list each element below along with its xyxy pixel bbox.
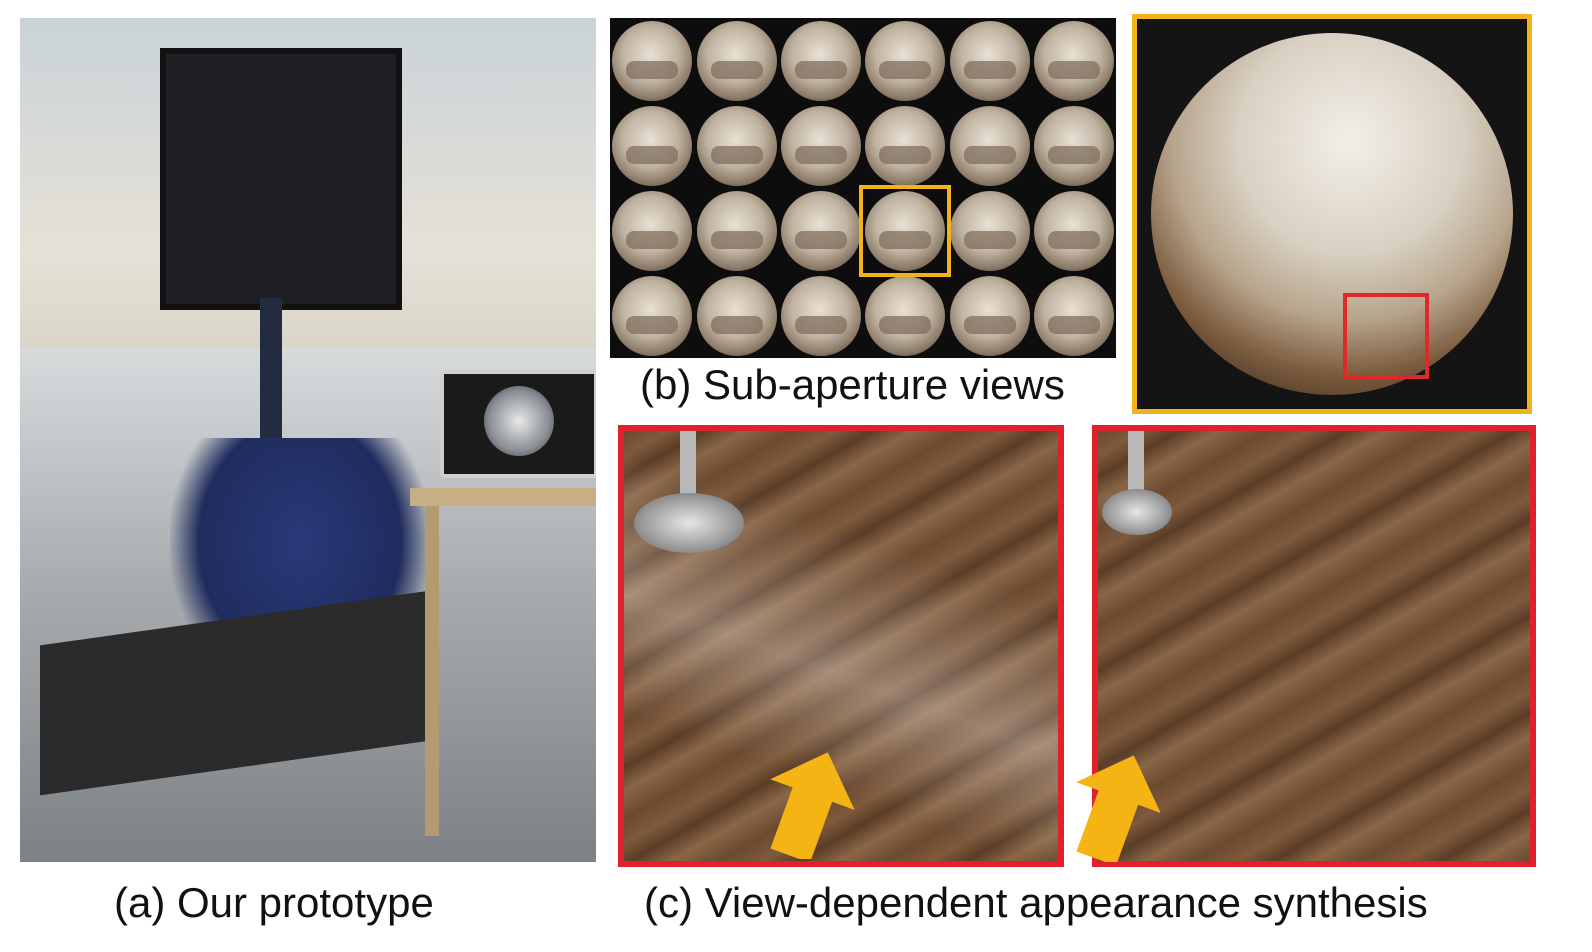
sub-aperture-view [1033,20,1114,101]
sub-aperture-view [949,275,1030,356]
sub-aperture-view [612,105,693,186]
floor-crop-right [1092,425,1536,867]
sub-aperture-view [612,275,693,356]
selected-view-highlight [859,184,952,277]
sub-aperture-view [1033,275,1114,356]
prototype-photo [20,18,596,862]
sub-aperture-view [696,20,777,101]
sub-aperture-view [1033,105,1114,186]
sub-aperture-view [949,190,1030,271]
sub-aperture-view [1033,190,1114,271]
sub-aperture-view [612,190,693,271]
fisheye-lens-image [1151,33,1513,395]
sub-aperture-grid [610,18,1116,358]
sub-aperture-view [696,190,777,271]
sub-aperture-view [865,190,946,271]
table-top [410,488,596,506]
stool-base [1102,489,1172,535]
sub-aperture-view [865,275,946,356]
fisheye-view [1132,14,1532,414]
sub-aperture-view [865,20,946,101]
sub-aperture-view [780,275,861,356]
sub-aperture-view [612,20,693,101]
stool-base [634,493,744,553]
stool-post [680,431,696,501]
laptop-screen [484,386,554,456]
sub-aperture-view [780,20,861,101]
sub-aperture-view [780,105,861,186]
camera-rig [160,48,402,310]
crop-region-highlight [1343,293,1429,379]
stool-post [1128,431,1144,501]
sub-aperture-view [949,20,1030,101]
floor-crop-left [618,425,1064,867]
sub-aperture-view [696,275,777,356]
caption-a: (a) Our prototype [114,879,434,926]
table-leg [425,506,439,836]
laptop [440,370,596,478]
caption-b: (b) Sub-aperture views [640,361,1065,408]
sub-aperture-view [780,190,861,271]
sub-aperture-view [865,105,946,186]
caption-c: (c) View-dependent appearance synthesis [644,879,1428,926]
sub-aperture-view [949,105,1030,186]
sub-aperture-view [696,105,777,186]
